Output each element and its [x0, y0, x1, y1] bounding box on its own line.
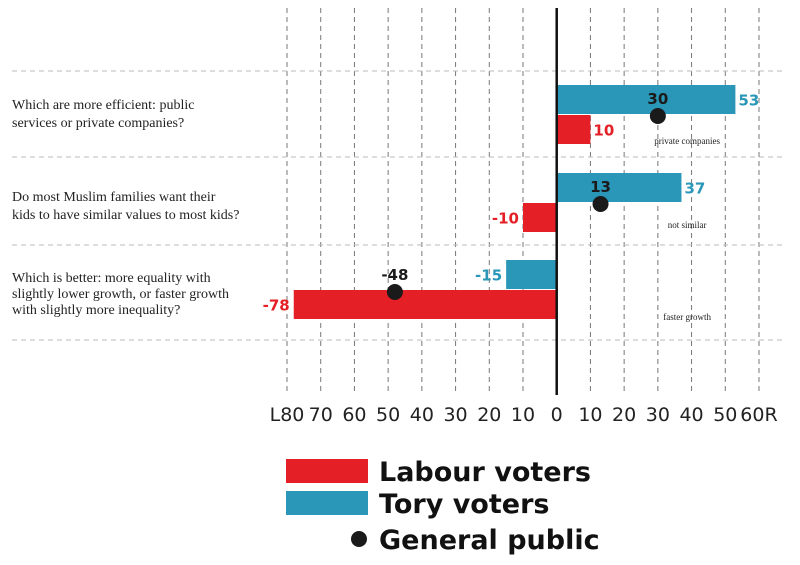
point-general-public — [386, 284, 403, 300]
x-tick-label: 20 — [477, 404, 501, 426]
x-tick-label: 60 — [342, 404, 366, 426]
legend-label: Labour voters — [379, 457, 591, 488]
legend-label: General public — [379, 525, 600, 556]
question-label: Which is better: more equality with — [12, 271, 211, 286]
data-label: -10 — [492, 210, 519, 228]
x-tick-label: 10 — [578, 404, 602, 426]
data-label: 13 — [590, 178, 611, 196]
legend-swatch — [286, 491, 368, 515]
annotation: private companies — [654, 136, 720, 146]
data-label: 37 — [684, 180, 705, 198]
bar-tory-voters — [556, 173, 682, 202]
x-tick-label: 10 — [511, 404, 535, 426]
x-tick-label: 60R — [740, 404, 777, 426]
bar-tory-voters — [506, 260, 557, 289]
data-label: 10 — [593, 122, 614, 140]
point-general-public — [592, 196, 609, 212]
bar-tory-voters — [556, 85, 736, 114]
question-label: Which are more efficient: public — [12, 98, 194, 113]
x-tick-label: 50 — [713, 404, 737, 426]
bar-labour-voters — [556, 115, 591, 144]
x-tick-label: 40 — [410, 404, 434, 426]
legend-dot — [351, 531, 367, 547]
annotation: not similar — [668, 220, 707, 230]
annotation: faster growth — [663, 312, 711, 322]
bar-labour-voters — [523, 203, 557, 232]
x-tick-label: L80 — [270, 404, 305, 426]
data-label: -15 — [475, 267, 502, 285]
x-tick-label: 40 — [679, 404, 703, 426]
question-label: kids to have similar values to most kids… — [12, 208, 239, 223]
question-label: Do most Muslim families want their — [12, 190, 216, 205]
legend-swatch — [286, 459, 368, 483]
x-tick-label: 0 — [551, 404, 563, 426]
x-tick-label: 50 — [376, 404, 400, 426]
x-tick-label: 30 — [646, 404, 670, 426]
x-tick-label: 30 — [443, 404, 467, 426]
question-label: slightly lower growth, or faster growth — [12, 287, 229, 302]
data-label: 53 — [738, 92, 759, 110]
question-label: services or private companies? — [12, 116, 184, 131]
data-label: -78 — [263, 297, 290, 315]
question-label: with slightly more inequality? — [12, 303, 180, 318]
x-tick-label: 70 — [309, 404, 333, 426]
data-label: -48 — [381, 266, 408, 284]
legend-label: Tory voters — [379, 489, 549, 520]
point-general-public — [649, 108, 666, 124]
x-tick-label: 20 — [612, 404, 636, 426]
bar-labour-voters — [293, 290, 557, 319]
data-label: 30 — [647, 90, 668, 108]
